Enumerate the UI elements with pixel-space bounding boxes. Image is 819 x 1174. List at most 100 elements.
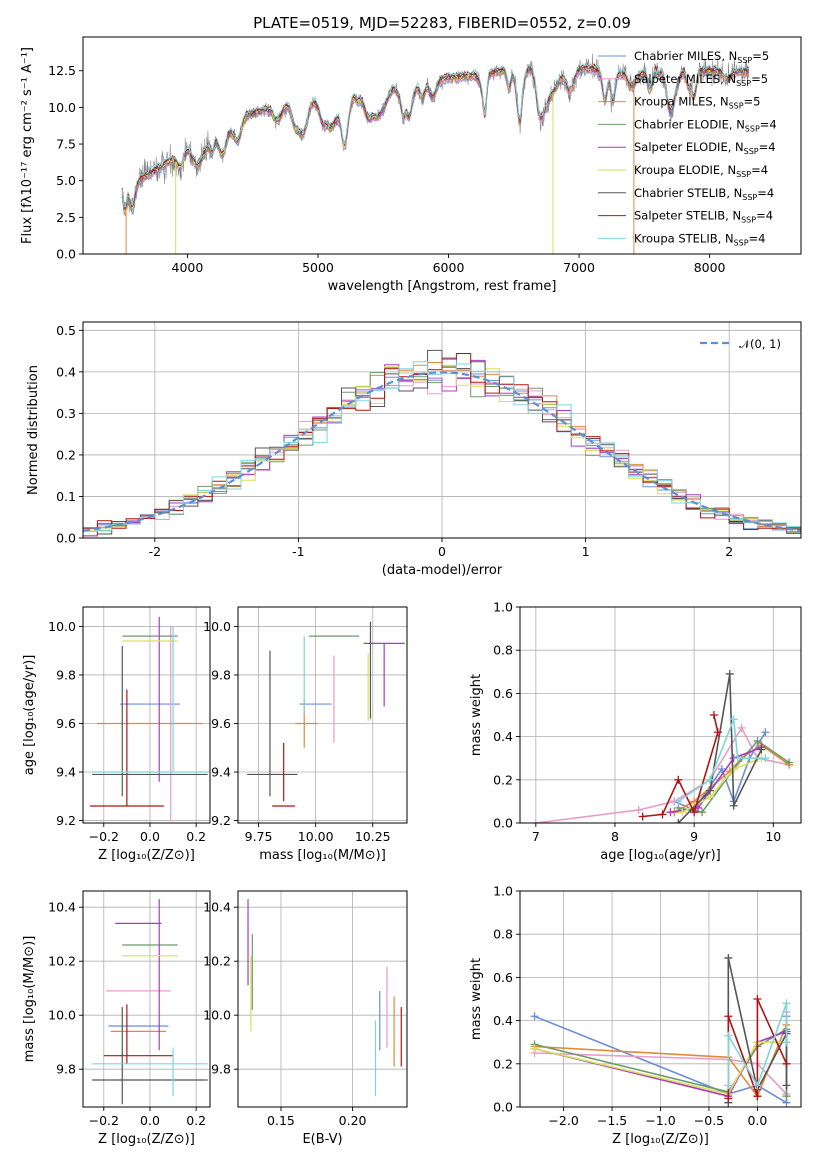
x-tick-label: 0.2 (186, 829, 206, 844)
axes-frame (82, 321, 802, 539)
x-tick-label: 0 (438, 544, 446, 559)
y-tick-label: 0.1 (56, 489, 76, 504)
legend-entry: 𝒩(0, 1) (739, 337, 781, 351)
x-tick-label: 0.0 (140, 829, 160, 844)
legend-nssp-subscript: SSP (741, 216, 756, 225)
y-tick-label: 0.0 (493, 1100, 513, 1115)
y-axis-label: mass weight (469, 958, 484, 1040)
legend-series-name: Chabrier ELODIE (634, 117, 729, 131)
weight-marker (757, 745, 766, 754)
legend-series-name: Salpeter MILES (634, 72, 720, 86)
x-tick-label: 4000 (172, 260, 204, 275)
weight-marker (782, 1092, 791, 1101)
x-axis-label: Z [log₁₀(Z/Z⊙)] (98, 1132, 195, 1147)
y-tick-label: 0.4 (56, 364, 76, 379)
x-axis-label: mass [log₁₀(M/M⊙)] (259, 848, 386, 863)
weight-marker (737, 723, 746, 732)
x-tick-label: 0.2 (186, 1113, 206, 1128)
y-tick-label: 10.4 (203, 900, 231, 915)
weight-marker (753, 995, 762, 1003)
legend-series-name: Kroupa MILES (634, 95, 713, 109)
weight-marker (531, 819, 540, 823)
weight-marker (674, 775, 683, 784)
legend-entry: Salpeter ELODIE, NSSP=4 (634, 140, 776, 156)
weight-marker (705, 786, 714, 795)
legend-nssp-value: =4 (756, 209, 773, 223)
y-tick-label: 0.8 (493, 643, 513, 658)
histogram-steps (83, 361, 801, 532)
x-tick-label: -1 (292, 544, 304, 559)
y-tick-label: 9.8 (56, 667, 76, 682)
y-tick-label: 10.2 (203, 954, 231, 969)
weight-marker (634, 806, 643, 815)
weight-marker (666, 808, 675, 817)
legend-series-name: Chabrier STELIB (634, 186, 726, 200)
axes-frame (519, 606, 802, 824)
legend-entry: Kroupa STELIB, NSSP=4 (634, 231, 765, 247)
weight-marker (678, 808, 687, 817)
y-axis-label: mass [log₁₀(M/M⊙)] (22, 936, 37, 1063)
axes-frame (237, 890, 408, 1108)
x-tick-label: 7000 (563, 260, 595, 275)
axes-frame (82, 36, 802, 255)
x-tick-label: −2.0 (548, 1113, 578, 1128)
x-axis-label: E(B-V) (302, 1132, 342, 1147)
weight-marker (725, 669, 734, 678)
x-tick-label: 10 (765, 829, 781, 844)
x-tick-label: -2 (149, 544, 161, 559)
x-tick-label: 9 (690, 829, 698, 844)
legend-nssp-letter: N (725, 231, 734, 245)
weight-line (670, 746, 762, 813)
legend-series-name: Kroupa ELODIE (634, 163, 720, 177)
weight-marker (724, 1094, 733, 1103)
spectrum-legend: Chabrier MILES, NSSP=5 Salpeter MILES, NS… (598, 49, 777, 247)
weight-line (535, 726, 790, 823)
y-tick-label: 0.6 (493, 970, 513, 985)
y-tick-label: 12.5 (48, 63, 76, 78)
legend-nssp-subscript: SSP (744, 147, 759, 156)
weight-marker (530, 1044, 539, 1053)
legend-nssp-value: =4 (749, 231, 766, 245)
x-axis-label: (data-model)/error (382, 563, 503, 578)
y-tick-label: 9.4 (211, 765, 231, 780)
legend-nssp-letter: N (732, 209, 741, 223)
y-axis-label: mass weight (469, 674, 484, 756)
normal-distribution-curve (83, 371, 801, 532)
weight-marker (729, 715, 738, 724)
y-tick-label: 9.8 (211, 1062, 231, 1077)
weight-marker (674, 819, 683, 823)
axes-frame (82, 606, 211, 824)
y-tick-label: 0.6 (493, 686, 513, 701)
axes-frame (237, 606, 408, 824)
x-tick-label: 0.20 (339, 1113, 367, 1128)
age-vs-metallicity-panel: −0.2 0.0 0.2 9.2 9.4 9.6 9.8 10.0 Z [log₁₀(Z/Z⊙)… (22, 606, 211, 863)
mass-vs-metallicity-panel: −0.2 0.0 0.2 9.8 10.0 10.2 10.4 Z [log₁₀(Z/Z⊙)]… (22, 890, 211, 1147)
x-tick-label: −0.5 (694, 1113, 724, 1128)
x-axis-label: wavelength [Angstrom, rest frame] (328, 279, 557, 294)
weight-marker (729, 765, 738, 773)
legend-nssp-letter: N (727, 163, 736, 177)
legend-nssp-letter: N (734, 186, 743, 200)
weight-vs-age-panel: 7 8 9 10 0.0 0.2 0.4 0.6 0.8 1.0 age [log₁₀(age/yr… (469, 600, 802, 863)
legend-nssp-subscript: SSP (742, 193, 757, 202)
weight-marker (753, 1081, 762, 1090)
x-tick-label: 0.15 (267, 1113, 295, 1128)
y-tick-label: 5.0 (56, 173, 76, 188)
histogram-steps (83, 368, 801, 537)
legend-nssp-value: =4 (757, 186, 774, 200)
plot-area (83, 891, 210, 1107)
legend-series-name: Chabrier MILES (634, 49, 721, 63)
legend-entry: Kroupa MILES, NSSP=5 (634, 95, 761, 111)
weight-marker (717, 765, 726, 773)
legend-entry: Salpeter MILES, NSSP=5 (634, 72, 768, 88)
plot-area (238, 607, 407, 823)
x-tick-label: 2 (725, 544, 733, 559)
legend-nssp-value: =4 (751, 163, 768, 177)
weight-marker (782, 999, 791, 1008)
residuals-panel: -2 -1 0 1 2 0.0 0.1 0.2 0.3 0.4 0.5 (data-model)/er… (26, 321, 802, 578)
y-tick-label: 1.0 (493, 600, 513, 615)
y-tick-label: 0.2 (493, 1056, 513, 1071)
legend-nssp-subscript: SSP (736, 170, 751, 179)
y-tick-label: 10.0 (48, 100, 76, 115)
